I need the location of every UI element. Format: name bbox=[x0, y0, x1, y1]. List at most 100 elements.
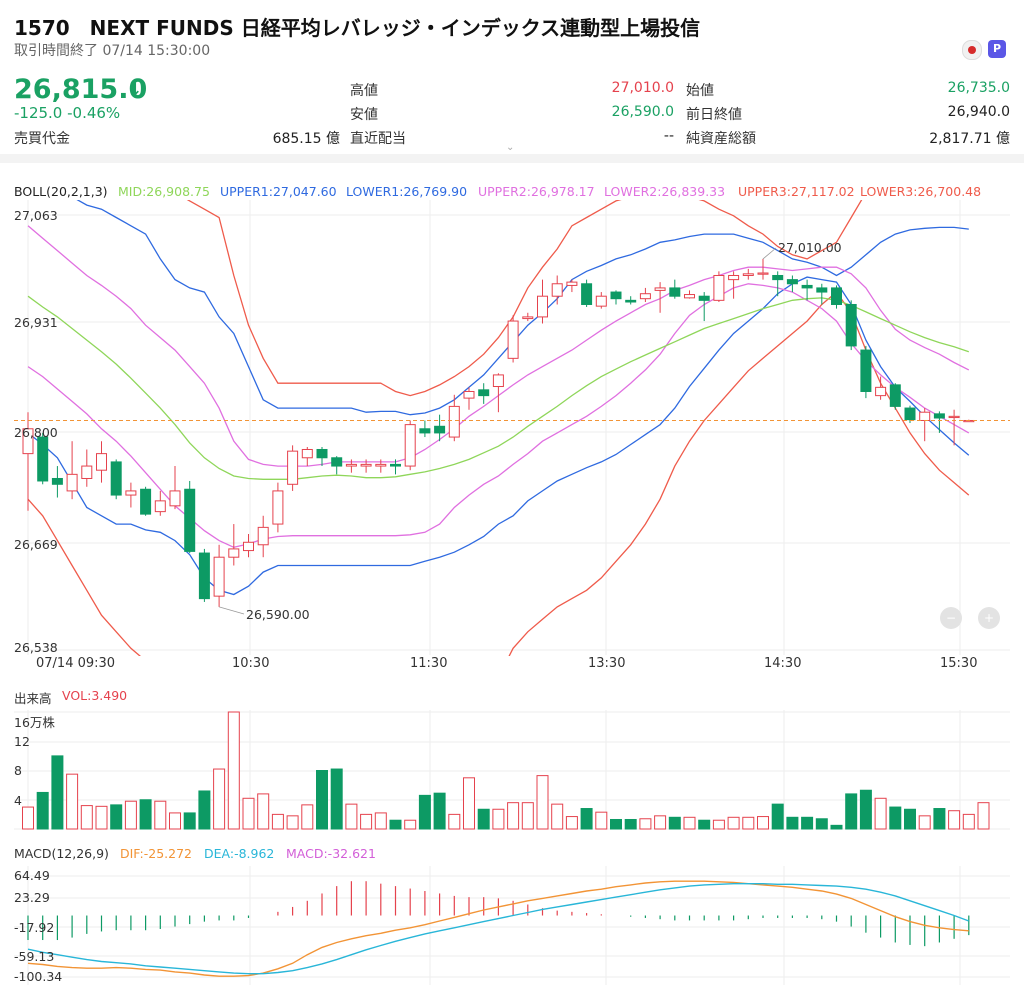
volume-bar bbox=[154, 800, 167, 830]
volume-bar bbox=[330, 768, 343, 830]
volume-bar bbox=[977, 802, 990, 830]
volume-bar bbox=[845, 793, 858, 830]
zoom-in-button[interactable]: + bbox=[978, 607, 1000, 629]
pts-icon[interactable]: P bbox=[988, 40, 1006, 58]
volume-bar bbox=[66, 773, 79, 830]
zoom-out-button[interactable]: − bbox=[940, 607, 962, 629]
candle-body bbox=[566, 281, 578, 286]
volume-bar bbox=[742, 816, 755, 830]
y-tick-macd: 23.29 bbox=[14, 890, 50, 905]
volume-bar bbox=[918, 815, 931, 830]
volume-bar bbox=[433, 792, 446, 830]
candle-body bbox=[110, 461, 122, 496]
candle-body bbox=[889, 384, 901, 407]
stat-value-low: 26,590.0 bbox=[611, 104, 674, 120]
volume-bar bbox=[36, 791, 49, 830]
volume-bar bbox=[830, 824, 843, 830]
candle-body bbox=[81, 465, 93, 479]
volume-bar bbox=[227, 711, 240, 830]
candle-body bbox=[375, 463, 387, 467]
upper3-line bbox=[186, 200, 863, 397]
candle-body bbox=[37, 436, 49, 482]
candle-body bbox=[684, 294, 695, 299]
dif-line bbox=[27, 880, 969, 977]
volume-bar bbox=[904, 808, 916, 830]
upper2-line bbox=[27, 225, 970, 467]
volume-bar bbox=[624, 818, 637, 830]
volume-bar bbox=[521, 802, 534, 830]
volume-title: 出来高 bbox=[14, 691, 52, 706]
boll-legend-lower2: LOWER2:26,839.33 bbox=[604, 184, 726, 199]
candle-body bbox=[228, 548, 240, 558]
boll-legend-mid: MID:26,908.75 bbox=[118, 184, 210, 199]
candle-body bbox=[154, 500, 166, 513]
stat-label-turnover: 売買代金 bbox=[14, 131, 70, 147]
stat-label-low: 安値 bbox=[350, 107, 378, 123]
candle-body bbox=[522, 316, 534, 320]
volume-bar bbox=[301, 804, 314, 830]
volume-bar bbox=[169, 812, 181, 830]
boll-legend-title: BOLL(20,2,1,3) bbox=[14, 184, 108, 199]
stat-value-dividend: -- bbox=[663, 128, 674, 144]
x-tick-time: 07/14 09:30 bbox=[36, 656, 116, 671]
volume-bar bbox=[727, 816, 740, 830]
macd-legend-dea: DEA:-8.962 bbox=[204, 846, 275, 861]
candle-body bbox=[360, 463, 372, 467]
candle-body bbox=[257, 526, 269, 546]
lower1-line bbox=[27, 276, 970, 596]
candle-body bbox=[845, 303, 857, 347]
volume-bar bbox=[95, 805, 108, 830]
candle-body bbox=[786, 279, 798, 285]
volume-bar bbox=[257, 793, 270, 830]
volume-bar bbox=[668, 816, 681, 830]
stat-label-net-assets: 純資産総額 bbox=[686, 131, 756, 147]
candle-body bbox=[198, 552, 210, 600]
candle-body bbox=[448, 405, 460, 438]
volume-bar bbox=[757, 816, 769, 830]
volume-bar bbox=[580, 808, 593, 830]
candle-body bbox=[287, 450, 299, 485]
stat-value-turnover: 685.15 億 bbox=[272, 131, 340, 147]
volume-bar bbox=[551, 803, 564, 830]
high-annotation: 27,010.00 bbox=[778, 240, 842, 255]
candle-body bbox=[875, 386, 887, 397]
candle-body bbox=[507, 320, 519, 359]
candle-body bbox=[331, 457, 343, 467]
lower3-line bbox=[27, 291, 970, 656]
y-tick-price: 26,669 bbox=[14, 537, 58, 552]
volume-bar bbox=[712, 819, 725, 830]
volume-bar bbox=[316, 770, 328, 830]
candle-body bbox=[434, 425, 446, 434]
candle-body bbox=[654, 287, 666, 291]
volume-bar bbox=[492, 808, 505, 830]
x-tick-time: 11:30 bbox=[410, 656, 448, 671]
candle-body bbox=[625, 299, 637, 303]
mid-line bbox=[27, 295, 970, 480]
volume-bar bbox=[786, 816, 799, 830]
x-tick-time: 15:30 bbox=[940, 656, 978, 671]
volume-bar bbox=[345, 803, 358, 830]
last-price: 26,815.0 bbox=[14, 74, 148, 105]
y-tick-volume: 12 bbox=[14, 734, 30, 749]
stat-label-prev-close: 前日終値 bbox=[686, 107, 742, 123]
candle-body bbox=[772, 274, 784, 281]
candle-body bbox=[301, 448, 313, 459]
candle-body bbox=[919, 411, 931, 421]
stat-value-open: 26,735.0 bbox=[947, 80, 1010, 96]
candle-body bbox=[345, 463, 357, 467]
candle-body bbox=[419, 428, 431, 434]
volume-bar bbox=[286, 815, 299, 830]
volume-bar bbox=[639, 818, 652, 830]
volume-bar bbox=[507, 802, 520, 830]
volume-bar bbox=[80, 805, 93, 830]
macd-legend-macd: MACD:-32.621 bbox=[286, 846, 376, 861]
y-tick-price: 26,931 bbox=[14, 315, 58, 330]
candle-body bbox=[698, 295, 710, 301]
candle-body bbox=[551, 283, 563, 297]
volume-bar bbox=[213, 768, 226, 830]
expand-chevron-icon[interactable]: ⌄ bbox=[506, 142, 515, 153]
x-tick-time: 13:30 bbox=[588, 656, 626, 671]
stat-label-dividend: 直近配当 bbox=[350, 131, 406, 147]
volume-bar bbox=[389, 819, 402, 830]
